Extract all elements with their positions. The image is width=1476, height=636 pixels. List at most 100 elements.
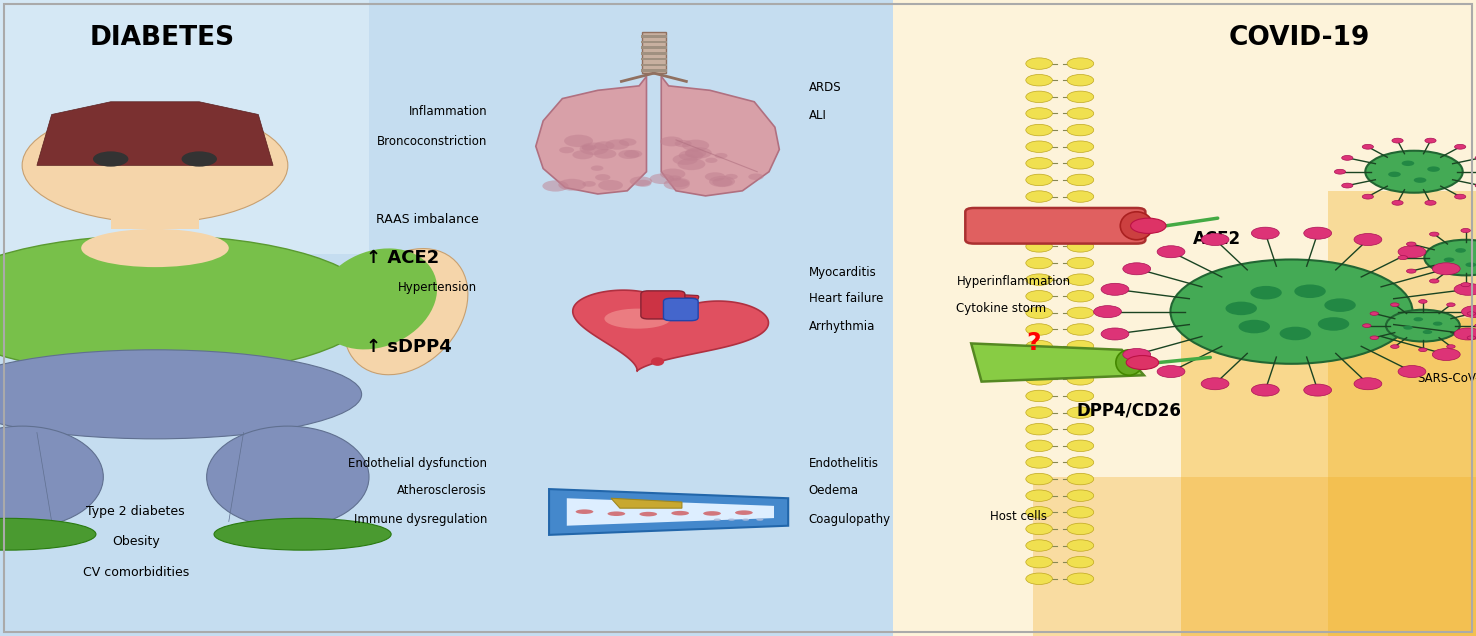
Circle shape xyxy=(580,142,608,155)
Circle shape xyxy=(1280,327,1311,340)
Circle shape xyxy=(1342,183,1353,188)
Text: DPP4/CD26: DPP4/CD26 xyxy=(1076,401,1182,419)
Circle shape xyxy=(593,141,614,150)
Ellipse shape xyxy=(0,235,376,375)
Ellipse shape xyxy=(1120,212,1153,240)
Circle shape xyxy=(1252,227,1280,239)
Circle shape xyxy=(1067,191,1094,202)
Text: ↑ ACE2: ↑ ACE2 xyxy=(366,249,440,266)
Circle shape xyxy=(1238,320,1269,333)
Circle shape xyxy=(582,145,595,151)
Ellipse shape xyxy=(651,357,664,366)
Circle shape xyxy=(660,137,683,146)
Circle shape xyxy=(1067,440,1094,452)
Circle shape xyxy=(618,138,636,146)
Circle shape xyxy=(677,158,706,170)
Circle shape xyxy=(1067,407,1094,418)
Text: ACE2: ACE2 xyxy=(1193,230,1241,247)
Ellipse shape xyxy=(672,511,689,515)
Circle shape xyxy=(1026,207,1052,219)
Circle shape xyxy=(1424,240,1476,275)
Bar xyxy=(641,58,667,60)
Circle shape xyxy=(1362,194,1374,199)
Circle shape xyxy=(706,172,725,181)
Circle shape xyxy=(1067,291,1094,302)
Circle shape xyxy=(1126,356,1159,370)
Circle shape xyxy=(1094,306,1122,317)
Circle shape xyxy=(1067,141,1094,153)
Circle shape xyxy=(624,150,642,158)
Bar xyxy=(642,32,666,73)
Text: ALI: ALI xyxy=(809,109,827,122)
Circle shape xyxy=(1454,144,1466,149)
Circle shape xyxy=(1026,74,1052,86)
Circle shape xyxy=(1454,283,1476,295)
Text: Myocarditis: Myocarditis xyxy=(809,266,877,279)
Circle shape xyxy=(1067,573,1094,584)
Circle shape xyxy=(1444,258,1454,262)
Circle shape xyxy=(685,149,706,158)
Ellipse shape xyxy=(0,350,362,439)
Circle shape xyxy=(713,178,732,186)
Circle shape xyxy=(1067,307,1094,319)
Text: Endothelial dysfunction: Endothelial dysfunction xyxy=(348,457,487,469)
Circle shape xyxy=(1026,523,1052,535)
Circle shape xyxy=(1067,490,1094,501)
Bar xyxy=(893,0,1476,636)
Circle shape xyxy=(1067,258,1094,269)
Ellipse shape xyxy=(742,518,750,521)
Circle shape xyxy=(675,140,692,148)
Text: Hypertension: Hypertension xyxy=(397,281,477,294)
Circle shape xyxy=(1446,345,1455,349)
Circle shape xyxy=(1225,301,1258,315)
Circle shape xyxy=(564,135,593,147)
Circle shape xyxy=(1402,160,1414,166)
Circle shape xyxy=(1324,298,1356,312)
Circle shape xyxy=(1386,310,1460,342)
Text: Broncoconstriction: Broncoconstriction xyxy=(376,135,487,148)
Circle shape xyxy=(1461,306,1476,317)
Circle shape xyxy=(1418,300,1427,303)
Circle shape xyxy=(93,151,128,167)
Text: ?: ? xyxy=(1026,331,1041,356)
Circle shape xyxy=(1342,155,1353,160)
Circle shape xyxy=(1157,366,1185,378)
Circle shape xyxy=(1407,242,1415,246)
Circle shape xyxy=(1446,303,1455,307)
Circle shape xyxy=(1026,490,1052,501)
Circle shape xyxy=(1026,573,1052,584)
Ellipse shape xyxy=(316,249,437,349)
Circle shape xyxy=(1398,245,1426,258)
Text: Endothelitis: Endothelitis xyxy=(809,457,878,469)
Circle shape xyxy=(1067,391,1094,402)
Circle shape xyxy=(590,165,604,171)
Circle shape xyxy=(1461,228,1470,233)
Text: Obesity: Obesity xyxy=(112,536,159,548)
Ellipse shape xyxy=(714,518,720,521)
Circle shape xyxy=(1429,232,1439,236)
Text: Arrhythmia: Arrhythmia xyxy=(809,320,875,333)
Circle shape xyxy=(1392,138,1404,143)
Circle shape xyxy=(1026,373,1052,385)
Circle shape xyxy=(1455,248,1466,252)
Circle shape xyxy=(1026,141,1052,153)
Text: RAAS imbalance: RAAS imbalance xyxy=(376,213,480,226)
Circle shape xyxy=(673,154,698,165)
Ellipse shape xyxy=(81,229,229,267)
Text: Type 2 diabetes: Type 2 diabetes xyxy=(87,506,184,518)
Circle shape xyxy=(573,150,593,159)
Circle shape xyxy=(1424,200,1436,205)
Ellipse shape xyxy=(728,518,735,521)
Circle shape xyxy=(1026,191,1052,202)
Bar xyxy=(1328,191,1476,636)
Circle shape xyxy=(1365,151,1463,193)
Circle shape xyxy=(1362,144,1374,149)
Text: Hyperinflammation: Hyperinflammation xyxy=(956,275,1070,287)
Circle shape xyxy=(1067,457,1094,468)
Circle shape xyxy=(1026,158,1052,169)
Bar xyxy=(1033,477,1476,636)
Circle shape xyxy=(605,139,629,149)
Circle shape xyxy=(1429,279,1439,283)
Circle shape xyxy=(583,181,596,187)
Circle shape xyxy=(1101,328,1129,340)
